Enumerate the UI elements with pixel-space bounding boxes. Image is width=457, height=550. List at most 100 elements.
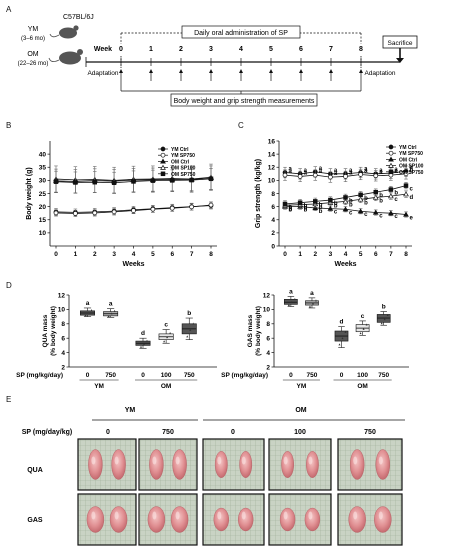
panel-a: C57BL/6J YM (3–6 mo) OM (22–26 mo) Daily… <box>18 14 418 107</box>
dose-tick-label: 0 <box>141 372 145 379</box>
muscle-photo <box>268 438 332 491</box>
y-tick-label: 30 <box>39 178 47 185</box>
qua-mass-chart: 2 4 6 8 10 12 QUA mass (% body weight) a 0 a 750 d 0 c… <box>16 292 217 390</box>
muscle-photo <box>138 438 198 491</box>
data-point <box>189 177 194 183</box>
y-tick-label: 6 <box>61 336 65 343</box>
data-point <box>282 172 288 178</box>
data-dot <box>186 335 189 338</box>
box: a <box>80 300 95 317</box>
data-point <box>328 174 333 180</box>
body-weight-chart: 10 15 20 25 30 35 40 0 1 2 3 4 5 6 7 8 Weeks Body weight … <box>26 141 217 268</box>
y-tick-label: 6 <box>271 204 275 211</box>
legend-label: OM SP100 <box>171 166 196 172</box>
data-point <box>312 172 318 178</box>
x-axis-label: SP (mg/kg/day) <box>221 372 268 379</box>
significance-letter: d <box>410 195 414 201</box>
significance-letter: b <box>379 193 383 199</box>
x-axis-label: Weeks <box>122 261 144 268</box>
data-point <box>53 210 59 216</box>
significance-letter: b <box>364 200 368 206</box>
muscle-photos <box>77 438 403 546</box>
box: d <box>334 319 349 348</box>
photo-dose-5: 750 <box>364 429 376 436</box>
y-axis-label: QUA mass <box>42 314 49 347</box>
photo-dose-label: SP (mg/day/kg) <box>22 429 72 436</box>
data-point <box>111 209 117 215</box>
data-dot <box>107 315 110 318</box>
muscle-photo <box>138 493 198 546</box>
data-point <box>92 210 98 216</box>
muscle-tissue <box>238 507 254 532</box>
significance-letter: b <box>349 202 353 208</box>
adaptation-left: Adaptation <box>87 70 118 77</box>
legend-marker <box>388 144 394 150</box>
box: d <box>135 330 151 349</box>
muscle-tissue <box>86 506 105 533</box>
legend-marker <box>160 158 166 164</box>
significance-letter: b <box>379 198 383 204</box>
x-axis-label: SP (mg/kg/day) <box>16 372 63 379</box>
legend-label: OM SP750 <box>399 170 424 176</box>
legend-label: OM SP100 <box>399 164 424 170</box>
muscle-tissue <box>149 449 164 480</box>
legend-marker <box>388 162 394 168</box>
data-point <box>131 208 136 213</box>
significance-letter: c <box>394 197 398 203</box>
significance-letter: b <box>319 202 323 208</box>
data-point <box>169 205 175 211</box>
legend-label: OM Ctrl <box>171 159 190 165</box>
significance-letter: a <box>364 168 368 174</box>
data-point <box>342 206 349 212</box>
x-tick-label: 7 <box>190 251 194 258</box>
y-axis-label: GAS mass <box>247 314 254 347</box>
data-point <box>372 209 379 215</box>
x-tick-label: 5 <box>359 251 363 258</box>
dose-tick-label: 0 <box>340 372 344 379</box>
photo-ym-label: YM <box>125 407 136 414</box>
muscle-tissue <box>214 451 228 478</box>
muscle-tissue <box>172 449 187 480</box>
data-point <box>150 178 156 183</box>
data-dot <box>341 337 344 340</box>
data-point <box>208 202 214 208</box>
data-point <box>358 172 363 177</box>
significance-letter: a <box>379 170 383 176</box>
data-point <box>357 208 364 214</box>
muscle-tissue <box>170 506 189 533</box>
data-dot <box>344 330 347 333</box>
significance-letter: b <box>394 191 398 197</box>
box: c <box>355 313 370 336</box>
data-point <box>170 178 175 183</box>
legend-label: OM Ctrl <box>399 157 418 163</box>
data-point <box>208 176 214 182</box>
muscle-photo-panel: YM OM SP (mg/day/kg) 0 750 0 100 750 QUA… <box>22 407 405 546</box>
legend-marker <box>388 150 394 156</box>
week-number: 6 <box>299 46 303 53</box>
box: b <box>376 304 391 326</box>
week-number: 3 <box>209 46 213 53</box>
y-tick-label: 12 <box>268 165 276 172</box>
x-tick-label: 5 <box>151 251 155 258</box>
photo-dose-2: 750 <box>162 429 174 436</box>
significance-letter: c <box>349 210 353 216</box>
panel-label-c: C <box>238 121 244 130</box>
data-dot <box>383 318 386 321</box>
significance-letter: e <box>410 216 414 222</box>
week-number: 0 <box>119 46 123 53</box>
x-tick-label: 8 <box>209 251 213 258</box>
legend-label: YM Ctrl <box>399 145 417 151</box>
significance-letter: c <box>164 322 168 329</box>
significance-letter: a <box>304 168 308 174</box>
sacrifice-label: Sacrifice <box>388 40 413 47</box>
significance-letter: c <box>334 210 338 216</box>
legend-label: YM Ctrl <box>171 147 189 153</box>
gas-mass-chart: 2 4 6 8 10 12 GAS mass (% body weight) a 0 a 750 d 0 c… <box>221 288 409 390</box>
significance-letter: a <box>304 170 308 176</box>
significance-letter: a <box>86 300 90 307</box>
significance-letter: b <box>382 304 386 311</box>
data-dot <box>338 343 341 346</box>
week-number: 1 <box>149 46 153 53</box>
